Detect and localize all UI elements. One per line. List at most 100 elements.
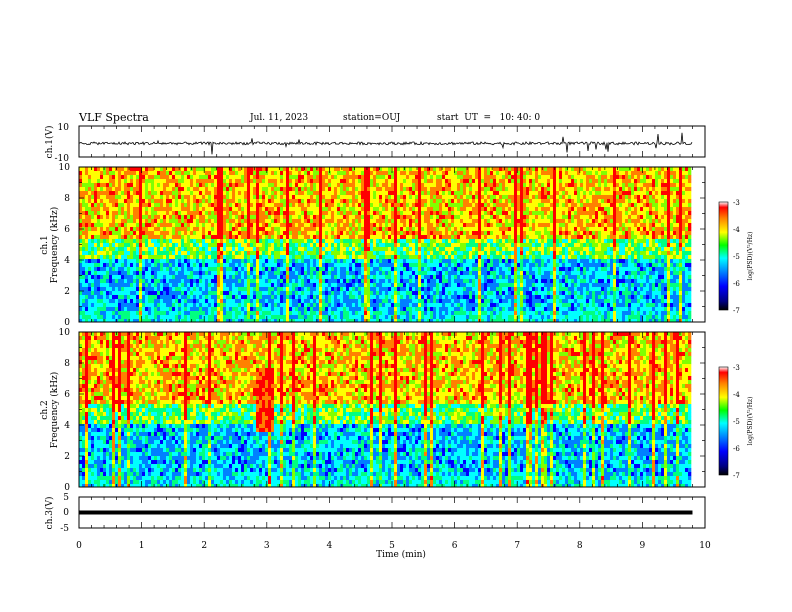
spectrogram-cell [136,287,140,292]
spectrogram-cell [379,223,383,228]
spectrogram-cell [244,303,248,308]
spectrogram-cell [109,295,113,300]
spectrogram-cell [265,231,269,236]
spectrogram-cell [247,187,251,192]
spectrogram-cell [100,219,104,224]
spectrogram-cell [127,167,131,172]
spectrogram-cell [337,207,341,212]
spectrogram-cell [385,243,389,248]
spectrogram-cell [403,287,407,292]
spectrogram-cell [451,227,455,232]
spectrogram-cell [199,231,203,236]
spectrogram-cell [412,267,416,272]
spectrogram-cell [199,199,203,204]
spectrogram-cell [454,279,458,284]
spectrogram-cell [94,231,98,236]
spectrogram-cell [100,215,104,220]
spectrogram-cell [292,247,296,252]
spectrogram-cell [442,187,446,192]
spectrogram-cell [334,215,338,220]
spectrogram-cell [259,227,263,232]
spectrogram-cell [283,179,287,184]
spectrogram-cell [364,311,368,316]
spectrogram-cell [232,315,236,320]
spectrogram-cell [157,191,161,196]
spectrogram-cell [196,167,200,172]
spectrogram-cell [415,291,419,296]
spectrogram-cell [376,203,380,208]
spectrogram-cell [145,175,149,180]
spectrogram-cell [418,307,422,312]
spectrogram-cell [304,311,308,316]
spectrogram-cell [451,167,455,172]
spectrogram-cell [337,191,341,196]
spectrogram-cell [187,247,191,252]
spectrogram-cell [241,227,245,232]
spectrogram-cell [91,227,95,232]
spectrogram-cell [418,311,422,316]
spectrogram-cell [247,231,251,236]
spectrogram-cell [262,215,266,220]
spectrogram-cell [376,231,380,236]
spectrogram-cell [193,247,197,252]
spectrogram-cell [217,183,221,188]
spectrogram-cell [301,251,305,256]
spectrogram-cell [184,255,188,260]
spectrogram-cell [214,199,218,204]
spectrogram-cell [331,239,335,244]
spectrogram-cell [355,283,359,288]
spectrogram-cell [112,255,116,260]
spectrogram-cell [226,267,230,272]
spectrogram-cell [169,195,173,200]
spectrogram-cell [331,191,335,196]
spectrogram-cell [151,287,155,292]
spectrogram-cell [328,291,332,296]
spectrogram-cell [349,219,353,224]
spectrogram-cell [352,219,356,224]
spectrogram-cell [421,271,425,276]
spectrogram-cell [223,243,227,248]
spectrogram-cell [454,167,458,172]
spectrogram-cell [454,207,458,212]
spectrogram-cell [316,255,320,260]
spectrogram-cell [316,171,320,176]
spectrogram-cell [127,239,131,244]
spectrogram-cell [121,283,125,288]
spectrogram-cell [178,191,182,196]
spectrogram-cell [433,211,437,216]
spectrogram-cell [181,183,185,188]
spectrogram-cell [346,303,350,308]
spectrogram-cell [319,283,323,288]
spectrogram-cell [280,251,284,256]
spectrogram-cell [364,267,368,272]
spectrogram-cell [277,259,281,264]
spectrogram-cell [244,291,248,296]
spectrogram-cell [184,283,188,288]
spectrogram-cell [367,303,371,308]
spectrogram-cell [271,223,275,228]
spectrogram-cell [445,307,449,312]
spectrogram-cell [133,183,137,188]
spectrogram-cell [82,195,86,200]
spectrogram-cell [175,307,179,312]
spectrogram-cell [283,187,287,192]
spectrogram-cell [388,199,392,204]
spectrogram-cell [304,275,308,280]
spectrogram-cell [376,195,380,200]
spectrogram-cell [286,271,290,276]
spectrogram-cell [142,283,146,288]
spectrogram-cell [361,275,365,280]
spectrogram-cell [214,243,218,248]
spectrogram-cell [385,311,389,316]
spectrogram-cell [439,207,443,212]
spectrogram-cell [457,199,461,204]
spectrogram-cell [109,291,113,296]
spectrogram-cell [265,175,269,180]
spectrogram-cell [205,215,209,220]
spectrogram-cell [412,303,416,308]
spectrogram-cell [250,187,254,192]
spectrogram-cell [385,283,389,288]
spectrogram-cell [172,287,176,292]
spectrogram-cell [85,311,89,316]
spectrogram-cell [403,299,407,304]
